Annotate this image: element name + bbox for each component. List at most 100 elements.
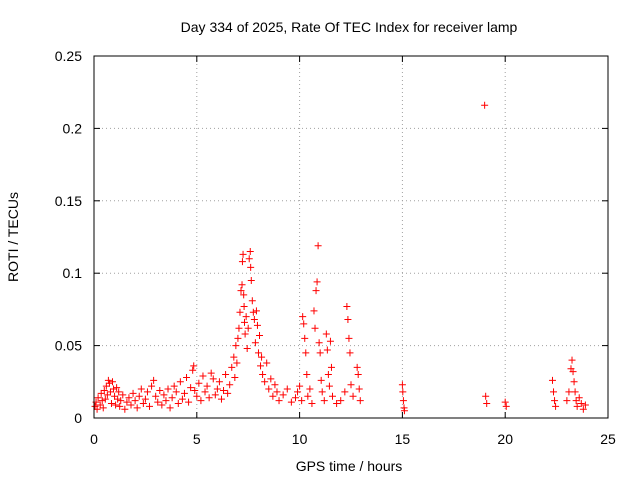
data-point <box>501 398 509 406</box>
data-point <box>199 372 207 380</box>
data-point <box>141 395 149 403</box>
data-point <box>279 391 287 399</box>
data-point <box>135 392 143 400</box>
data-point <box>143 388 151 396</box>
data-point <box>326 337 334 345</box>
data-point <box>242 313 250 321</box>
data-point <box>320 397 328 405</box>
data-point <box>247 263 255 271</box>
data-point <box>565 388 573 396</box>
data-point <box>256 331 264 339</box>
data-point <box>267 375 275 383</box>
data-point <box>265 385 273 393</box>
data-point <box>170 382 178 390</box>
data-point <box>253 321 261 329</box>
data-point <box>97 389 105 397</box>
data-point <box>121 405 129 413</box>
data-point <box>296 382 304 390</box>
data-point <box>317 376 325 384</box>
data-point <box>111 392 119 400</box>
data-point <box>246 247 254 255</box>
data-point <box>237 287 245 295</box>
data-point <box>228 363 236 371</box>
data-point <box>273 388 281 396</box>
data-point <box>575 394 583 402</box>
data-point <box>240 291 248 299</box>
tick-labels-layer: 0 5 10 15 20 25 0 0.05 0.1 0.15 0.2 0.25 <box>55 48 616 447</box>
data-point <box>226 381 234 389</box>
x-tick-label: 10 <box>292 431 308 447</box>
x-tick-label: 0 <box>90 431 98 447</box>
data-point <box>316 349 324 357</box>
data-point <box>178 395 186 403</box>
data-point <box>263 359 271 367</box>
data-point <box>313 278 321 286</box>
data-point <box>119 391 127 399</box>
data-point <box>573 402 581 410</box>
data-point <box>207 369 215 377</box>
data-point <box>325 382 333 390</box>
data-point <box>304 392 312 400</box>
data-point <box>254 349 262 357</box>
data-point <box>156 386 164 394</box>
data-point <box>294 388 302 396</box>
data-point <box>160 391 168 399</box>
data-point <box>148 382 156 390</box>
data-point <box>552 402 560 410</box>
data-point <box>98 397 106 405</box>
data-point <box>231 373 239 381</box>
x-tick-label: 15 <box>395 431 411 447</box>
data-point <box>577 400 585 408</box>
data-point <box>114 395 122 403</box>
data-point <box>224 389 232 397</box>
data-point <box>245 255 253 263</box>
data-point <box>481 101 489 109</box>
ticks-layer <box>93 55 609 419</box>
data-point <box>109 378 117 386</box>
data-point <box>102 382 110 390</box>
data-point <box>581 401 589 409</box>
data-point <box>133 404 141 412</box>
data-point <box>238 258 246 266</box>
data-point <box>158 401 166 409</box>
data-point <box>311 324 319 332</box>
data-point <box>162 397 170 405</box>
y-tick-label: 0 <box>74 410 82 426</box>
data-point <box>137 385 145 393</box>
data-point <box>398 381 406 389</box>
data-point <box>341 388 349 396</box>
data-point <box>355 385 363 393</box>
data-point <box>322 330 330 338</box>
data-point <box>306 385 314 393</box>
data-point <box>168 394 176 402</box>
y-tick-label: 0.2 <box>63 120 83 136</box>
data-point <box>187 384 195 392</box>
data-point <box>548 376 556 384</box>
data-point <box>250 316 258 324</box>
data-point <box>324 371 332 379</box>
data-point <box>269 392 277 400</box>
data-point <box>244 324 252 332</box>
data-point <box>193 392 201 400</box>
data-point <box>568 356 576 364</box>
data-point <box>346 349 354 357</box>
data-point <box>248 297 256 305</box>
x-tick-label: 25 <box>600 431 616 447</box>
chart-title: Day 334 of 2025, Rate Of TEC Index for r… <box>181 19 518 35</box>
plot-frame <box>93 55 609 419</box>
data-point <box>243 344 251 352</box>
data-point <box>271 381 279 389</box>
data-point <box>103 391 111 399</box>
x-tick-label: 5 <box>193 431 201 447</box>
data-point <box>563 397 571 405</box>
data-point <box>261 378 269 386</box>
data-point <box>152 392 160 400</box>
data-point <box>129 389 137 397</box>
data-point <box>356 397 364 405</box>
data-point <box>127 401 135 409</box>
data-point <box>203 382 211 390</box>
data-point <box>240 318 248 326</box>
data-point <box>257 362 265 370</box>
data-point <box>569 368 577 376</box>
